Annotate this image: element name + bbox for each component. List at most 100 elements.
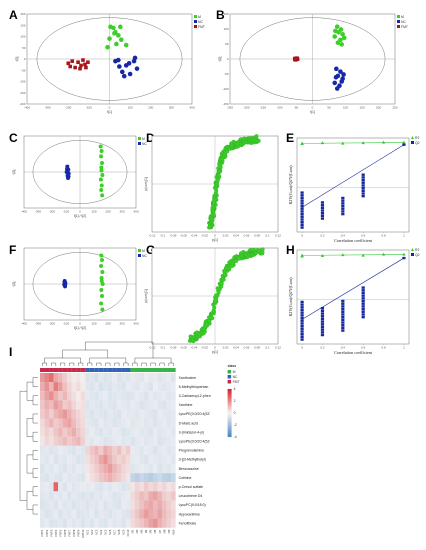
heatmap-cell <box>103 436 108 446</box>
heatmap-cell <box>171 427 176 437</box>
heatmap-cell <box>130 445 135 455</box>
data-point-m <box>100 161 104 165</box>
score-plot-c: -400 -300 -200 -100 0 100 200 300 400 t[1] / t[2]… <box>12 135 147 218</box>
heatmap-cell <box>162 518 167 528</box>
x-tick-label: -300 <box>45 106 51 110</box>
heatmap-cell <box>130 454 135 465</box>
data-point-m <box>99 183 104 188</box>
heatmap-cell <box>134 473 140 483</box>
colorbar-segment <box>227 415 232 418</box>
heatmap-cell <box>49 409 54 419</box>
q2-permuted-point <box>341 310 345 313</box>
heatmap-cell <box>71 427 77 437</box>
dendrogram-branch <box>32 504 38 515</box>
data-point-m <box>100 294 104 298</box>
q2-permuted-point <box>361 181 365 184</box>
r2-regression-line <box>302 142 404 144</box>
heatmap-cell <box>116 454 122 465</box>
x-tick-label: -400 <box>21 322 27 326</box>
class-annotation-nc <box>98 368 104 372</box>
heatmap-cell <box>98 373 104 383</box>
heatmap-cell <box>58 427 63 437</box>
s-plot-point <box>219 281 224 286</box>
x-tick-label: 200 <box>105 210 110 214</box>
x-tick-label: -0.04 <box>191 234 198 238</box>
legend-swatch-m <box>138 137 141 140</box>
data-point-fmt <box>70 59 74 63</box>
class-annotation-nc <box>94 368 99 372</box>
x-tick-label: 0.6 <box>361 234 366 238</box>
heatmap-cell <box>44 427 50 437</box>
heatmap-cell <box>89 427 95 437</box>
heatmap-cell <box>58 418 63 428</box>
class-annotation-nc <box>112 368 117 372</box>
legend-label-fmt: FMT <box>198 25 205 29</box>
class-annotation-m <box>157 368 163 372</box>
row-label: Xanthine <box>179 403 193 407</box>
column-label: FMT9 <box>76 529 80 536</box>
heatmap-cell <box>80 400 86 410</box>
heatmap-cell <box>107 445 113 455</box>
x-tick-label: 250 <box>392 106 397 110</box>
heatmap-cell <box>58 445 63 455</box>
column-label: FMT2 <box>45 529 49 536</box>
q2-permuted-point <box>320 331 325 334</box>
panel-label-d: D <box>146 131 155 145</box>
colorbar-segment <box>227 431 232 434</box>
heatmap-cell <box>148 509 154 519</box>
q2-permuted-point <box>320 203 325 207</box>
x-axis-label: Correlation coefficient <box>334 350 373 355</box>
heatmap-cell <box>153 500 158 510</box>
data-point-fmt <box>83 62 87 67</box>
x-axis-label: Correlation coefficient <box>334 238 373 243</box>
dendrogram-branch <box>105 362 111 366</box>
heatmap-cell <box>85 518 90 528</box>
heatmap-cell <box>62 427 68 437</box>
heatmap-cell <box>125 418 131 428</box>
heatmap-cell <box>121 509 126 519</box>
heatmap-cell <box>94 518 99 528</box>
heatmap-cell <box>85 418 90 428</box>
dendrogram-branch <box>150 362 156 366</box>
heatmap-cell <box>130 436 135 446</box>
heatmap-cell <box>94 409 99 419</box>
heatmap-cell <box>107 482 113 492</box>
data-point-nc <box>134 66 140 71</box>
r2-point <box>402 140 406 144</box>
q2-permuted-point <box>361 189 365 193</box>
dendrogram-branch <box>32 431 38 442</box>
heatmap-cell <box>40 418 45 428</box>
heatmap-cell <box>162 473 167 483</box>
heatmap-cell <box>76 473 81 483</box>
q2-permuted-point <box>300 338 304 341</box>
heatmap-cell <box>71 400 77 410</box>
data-point-m <box>99 264 104 268</box>
q2-permuted-point <box>341 307 345 311</box>
heatmap-cell <box>116 473 122 483</box>
heatmap-cell <box>148 400 154 410</box>
heatmap-cell <box>85 400 90 410</box>
heatmap-cell <box>67 445 72 455</box>
class-annotation-m <box>148 368 154 372</box>
heatmap-cell <box>94 482 99 492</box>
x-tick-label: 0.08 <box>254 234 260 238</box>
heatmap-cell <box>85 436 90 446</box>
heatmap-cell <box>71 509 77 519</box>
data-point-nc <box>63 282 68 286</box>
class-annotation-m <box>143 368 149 372</box>
x-tick-label: -0.08 <box>170 346 177 350</box>
column-label: M10 <box>171 529 175 535</box>
row-label: Xanthosine <box>179 376 197 380</box>
row-label: 5-Methylthiopentan <box>179 385 209 389</box>
heatmap-cell <box>139 391 145 401</box>
heatmap-cell <box>98 509 104 519</box>
heatmap-cell <box>40 464 45 474</box>
class-legend-swatch-m <box>227 370 232 374</box>
heatmap-cell <box>107 509 113 519</box>
colorbar-segment <box>227 401 232 404</box>
heatmap-cell <box>80 445 86 455</box>
class-annotation-m <box>139 368 145 372</box>
x-tick-label: 0 <box>109 106 111 110</box>
q2-permuted-point <box>300 316 304 320</box>
